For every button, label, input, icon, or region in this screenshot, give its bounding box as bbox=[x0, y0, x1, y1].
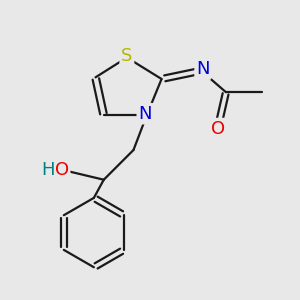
Text: H: H bbox=[41, 161, 55, 179]
Text: O: O bbox=[211, 119, 225, 137]
Text: O: O bbox=[56, 161, 70, 179]
Text: N: N bbox=[138, 105, 152, 123]
Text: S: S bbox=[121, 47, 133, 65]
Text: N: N bbox=[196, 60, 210, 78]
